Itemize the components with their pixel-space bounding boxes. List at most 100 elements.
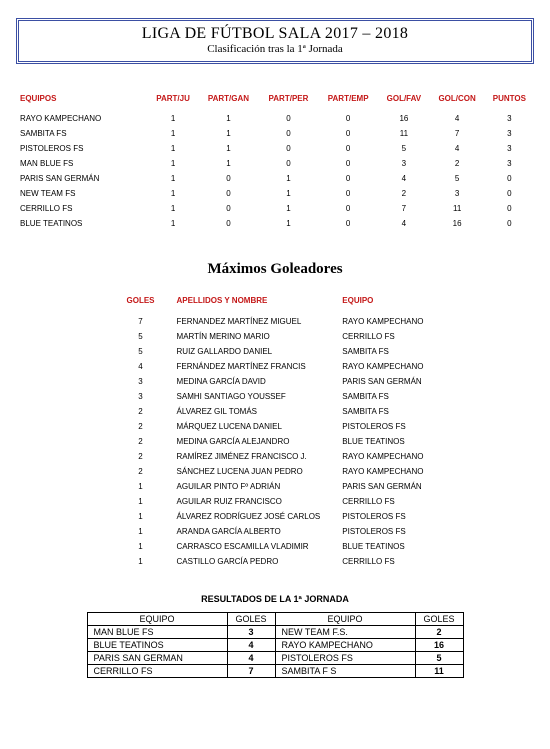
- cell: 0: [198, 201, 259, 216]
- table-row: PARIS SAN GERMAN4PISTOLEROS FS5: [87, 652, 463, 665]
- table-row: CERRILLO FS7SAMBITA F S11: [87, 665, 463, 678]
- cell: 3: [378, 156, 429, 171]
- cell: PISTOLEROS FS: [275, 652, 415, 665]
- cell: 2: [117, 405, 165, 418]
- cell: 5: [415, 652, 463, 665]
- table-row: 1ARANDA GARCÍA ALBERTOPISTOLEROS FS: [117, 525, 434, 538]
- cell: 3: [485, 126, 534, 141]
- cell: 1: [117, 495, 165, 508]
- cell: SAMBITA F S: [275, 665, 415, 678]
- table-row: MAN BLUE FS1100323: [16, 156, 534, 171]
- table-row: 2ÁLVAREZ GIL TOMÁSSAMBITA FS: [117, 405, 434, 418]
- cell: 2: [429, 156, 484, 171]
- cell: 7: [378, 201, 429, 216]
- cell: NEW TEAM F.S.: [275, 626, 415, 639]
- cell: 3: [227, 626, 275, 639]
- cell: 1: [259, 201, 318, 216]
- col-partemp: PART/EMP: [318, 94, 378, 111]
- cell: 11: [378, 126, 429, 141]
- cell: RAYO KAMPECHANO: [16, 111, 148, 126]
- cell: 0: [198, 186, 259, 201]
- table-row: 2MEDINA GARCÍA ALEJANDROBLUE TEATINOS: [117, 435, 434, 448]
- cell: 0: [485, 201, 534, 216]
- cell: 0: [259, 111, 318, 126]
- cell: 4: [429, 141, 484, 156]
- table-row: BLUE TEATINOS4RAYO KAMPECHANO16: [87, 639, 463, 652]
- table-row: 5MARTÍN MERINO MARIOCERRILLO FS: [117, 330, 434, 343]
- cell: BLUE TEATINOS: [87, 639, 227, 652]
- cell: 2: [117, 465, 165, 478]
- cell: 11: [429, 201, 484, 216]
- table-row: 2MÁRQUEZ LUCENA DANIELPISTOLEROS FS: [117, 420, 434, 433]
- cell: 0: [198, 171, 259, 186]
- cell: 3: [117, 390, 165, 403]
- cell: RAYO KAMPECHANO: [332, 450, 433, 463]
- cell: 1: [198, 126, 259, 141]
- cell: 1: [117, 510, 165, 523]
- table-row: 3MEDINA GARCÍA DAVIDPARIS SAN GERMÁN: [117, 375, 434, 388]
- cell: 1: [148, 111, 198, 126]
- col-partgan: PART/GAN: [198, 94, 259, 111]
- cell: 0: [259, 126, 318, 141]
- table-row: 3SAMHI SANTIAGO YOUSSEFSAMBITA FS: [117, 390, 434, 403]
- cell: 0: [318, 126, 378, 141]
- cell: 0: [485, 186, 534, 201]
- cell: 1: [259, 171, 318, 186]
- scorers-title: Máximos Goleadores: [16, 261, 534, 278]
- cell: AGUILAR RUIZ FRANCISCO: [167, 495, 331, 508]
- cell: 0: [198, 216, 259, 231]
- cell: BLUE TEATINOS: [16, 216, 148, 231]
- table-row: CERRILLO FS10107110: [16, 201, 534, 216]
- cell: FERNANDEZ MARTÍNEZ MIGUEL: [167, 315, 331, 328]
- cell: BLUE TEATINOS: [332, 435, 433, 448]
- col-goles-a: GOLES: [227, 613, 275, 626]
- cell: AGUILAR PINTO Fº ADRIÁN: [167, 480, 331, 493]
- table-row: 5RUIZ GALLARDO DANIELSAMBITA FS: [117, 345, 434, 358]
- cell: CERRILLO FS: [16, 201, 148, 216]
- page-title: LIGA DE FÚTBOL SALA 2017 – 2018: [19, 25, 531, 43]
- table-row: NEW TEAM FS1010230: [16, 186, 534, 201]
- cell: 1: [148, 126, 198, 141]
- cell: 0: [318, 111, 378, 126]
- cell: 7: [117, 315, 165, 328]
- cell: 1: [148, 201, 198, 216]
- cell: MARTÍN MERINO MARIO: [167, 330, 331, 343]
- standings-table: EQUIPOS PART/JU PART/GAN PART/PER PART/E…: [16, 94, 534, 231]
- col-golcon: GOL/CON: [429, 94, 484, 111]
- cell: 7: [227, 665, 275, 678]
- cell: 4: [378, 171, 429, 186]
- cell: PARIS SAN GERMAN: [87, 652, 227, 665]
- cell: 3: [485, 156, 534, 171]
- col-partju: PART/JU: [148, 94, 198, 111]
- cell: 4: [429, 111, 484, 126]
- cell: SAMHI SANTIAGO YOUSSEF: [167, 390, 331, 403]
- cell: 4: [378, 216, 429, 231]
- table-row: 4FERNÁNDEZ MARTÍNEZ FRANCISRAYO KAMPECHA…: [117, 360, 434, 373]
- cell: 0: [485, 171, 534, 186]
- cell: 3: [117, 375, 165, 388]
- cell: 0: [318, 201, 378, 216]
- cell: 2: [415, 626, 463, 639]
- page-header: LIGA DE FÚTBOL SALA 2017 – 2018 Clasific…: [16, 18, 534, 64]
- cell: 1: [148, 171, 198, 186]
- results-header-row: EQUIPO GOLES EQUIPO GOLES: [87, 613, 463, 626]
- cell: 3: [485, 111, 534, 126]
- cell: PISTOLEROS FS: [332, 510, 433, 523]
- table-row: BLUE TEATINOS10104160: [16, 216, 534, 231]
- cell: 0: [318, 141, 378, 156]
- cell: 0: [318, 216, 378, 231]
- cell: 1: [198, 111, 259, 126]
- cell: 0: [485, 216, 534, 231]
- cell: PARIS SAN GERMÁN: [16, 171, 148, 186]
- col-equipo-a: EQUIPO: [87, 613, 227, 626]
- cell: 2: [117, 450, 165, 463]
- cell: SAMBITA FS: [332, 390, 433, 403]
- col-goles: GOLES: [117, 296, 165, 313]
- cell: FERNÁNDEZ MARTÍNEZ FRANCIS: [167, 360, 331, 373]
- table-row: SAMBITA FS11001173: [16, 126, 534, 141]
- page-subtitle: Clasificación tras la 1ª Jornada: [19, 43, 531, 55]
- cell: CASTILLO GARCÍA PEDRO: [167, 555, 331, 568]
- cell: 1: [117, 540, 165, 553]
- cell: 2: [117, 420, 165, 433]
- cell: 5: [429, 171, 484, 186]
